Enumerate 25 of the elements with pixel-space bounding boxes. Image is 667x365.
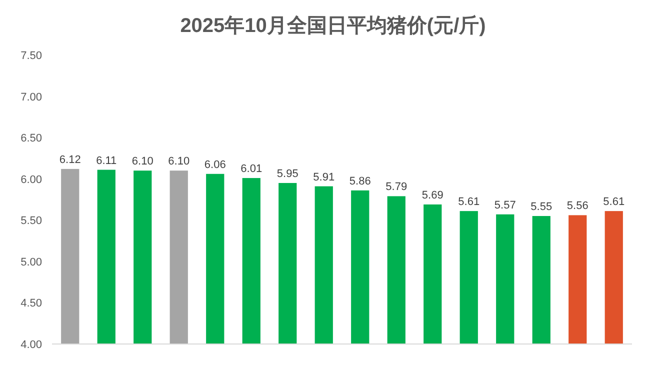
y-tick-label: 5.00 [20, 256, 42, 268]
chart-title: 2025年10月全国日平均猪价(元/斤) [180, 14, 486, 37]
y-tick-label: 5.50 [20, 215, 42, 228]
data-label: 5.61 [603, 196, 625, 208]
data-label: 6.01 [240, 163, 262, 176]
data-label: 5.56 [566, 200, 588, 212]
y-tick-label: 6.50 [20, 132, 42, 145]
data-label: 6.10 [132, 156, 154, 168]
data-label: 5.69 [422, 189, 444, 202]
data-label: 6.11 [96, 154, 117, 167]
data-label: 5.57 [494, 199, 516, 212]
data-label: 5.91 [313, 171, 335, 184]
y-tick-label: 4.00 [20, 339, 42, 351]
y-tick-label: 4.50 [20, 298, 42, 310]
data-label: 5.86 [349, 175, 371, 188]
y-tick-label: 7.00 [20, 91, 42, 104]
data-label: 6.06 [204, 158, 226, 171]
y-tick-label: 7.50 [20, 50, 42, 62]
data-label: 5.95 [276, 168, 298, 180]
data-label: 6.12 [59, 154, 81, 166]
data-label: 5.79 [386, 181, 408, 194]
data-label: 5.55 [530, 201, 552, 214]
data-label: 6.10 [168, 156, 190, 168]
data-label: 5.61 [458, 196, 480, 208]
y-tick-label: 6.00 [20, 174, 42, 186]
